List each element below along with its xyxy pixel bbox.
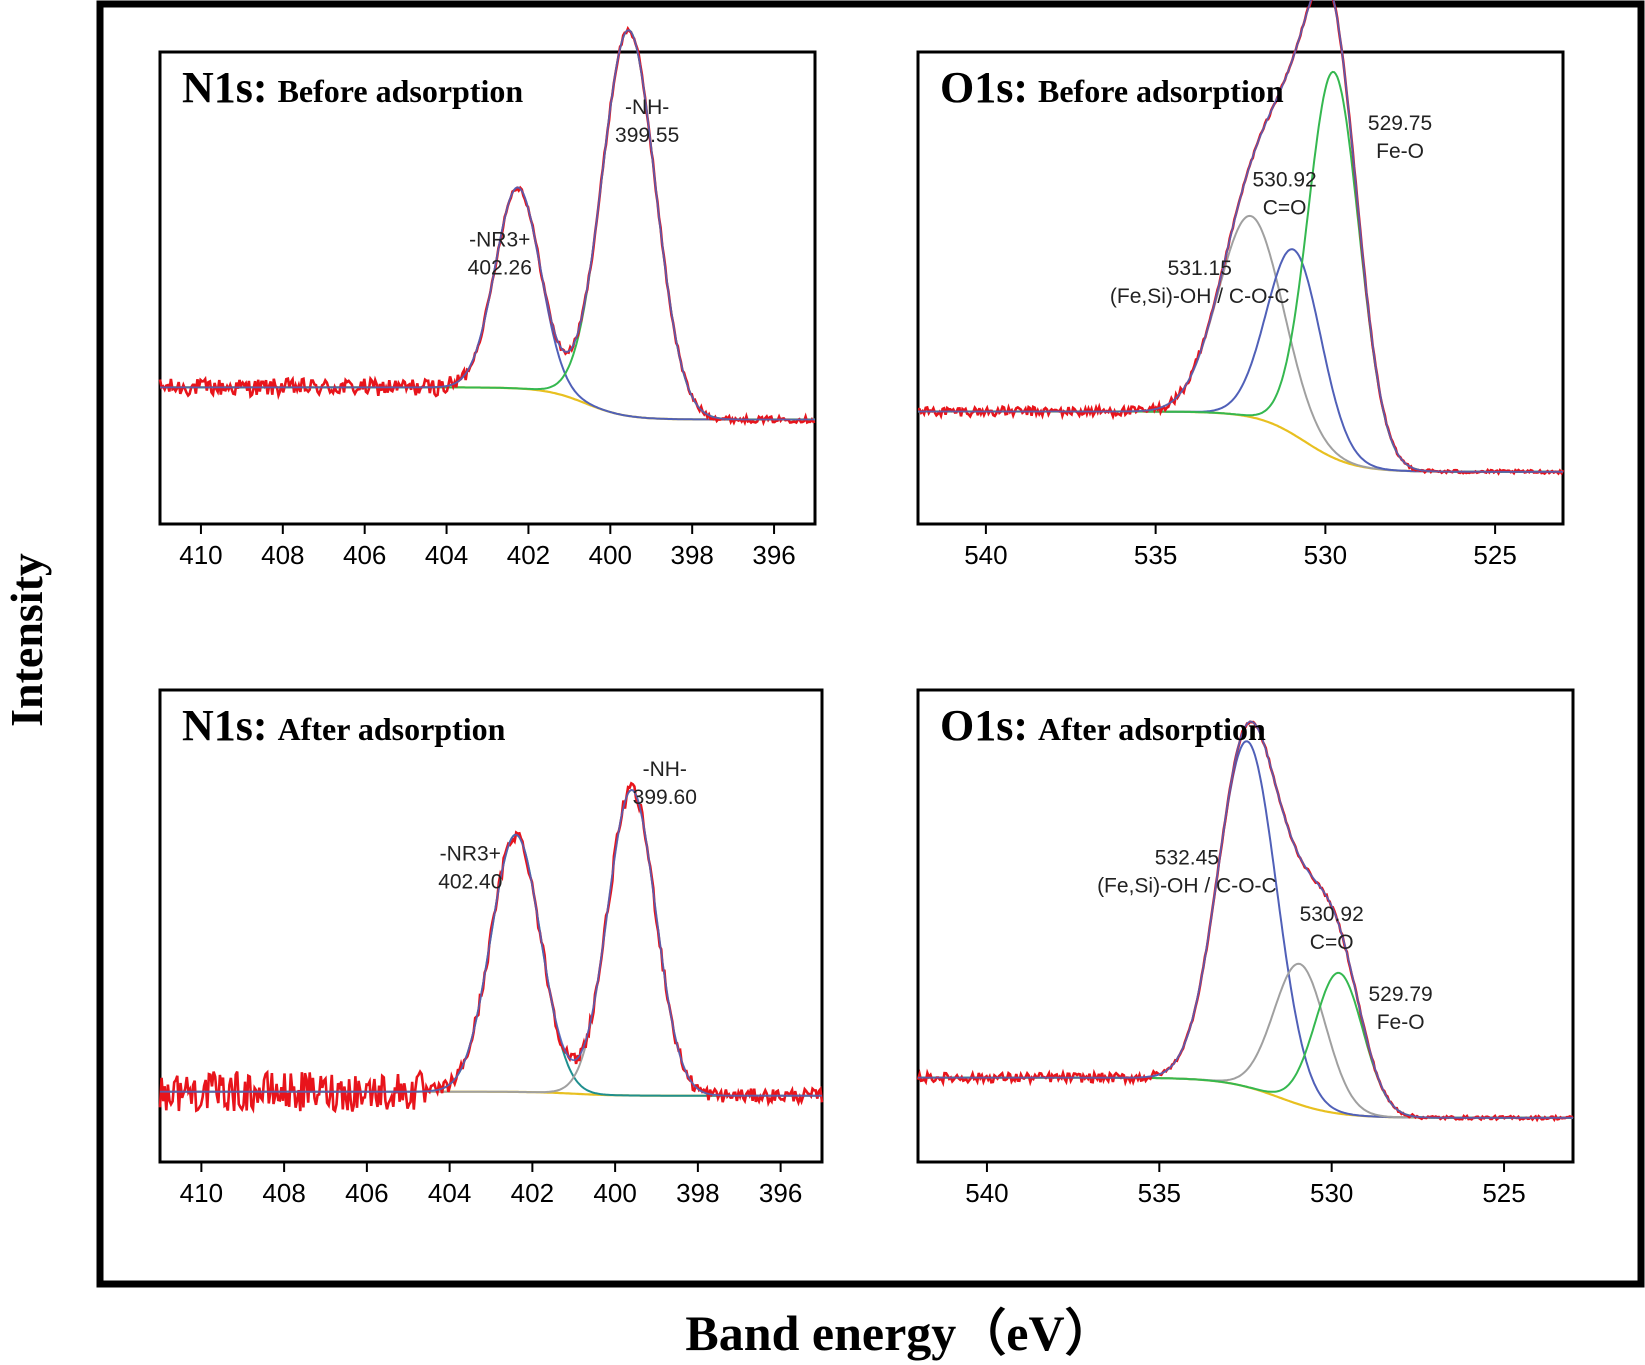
plot-frame xyxy=(916,50,1565,526)
peak-annotation: 532.45 (Fe,Si)-OH / C-O-C xyxy=(1097,847,1277,898)
panel-title-sub: After adsorption xyxy=(278,711,506,747)
x-axis-ticks: 540 535 530 525 xyxy=(965,1162,1526,1208)
panel-title-sub: Before adsorption xyxy=(1038,73,1284,109)
envelope-fit-line xyxy=(160,29,815,421)
peak-annotation-line: -NH- xyxy=(625,96,669,119)
peak-annotation: 529.75 Fe-O xyxy=(1368,112,1432,163)
peak-annotation-line: C=O xyxy=(1310,931,1354,954)
peak-annotation-line: 529.79 xyxy=(1369,983,1433,1006)
peak-annotation: -NR3+ 402.40 xyxy=(438,843,502,894)
peak-annotation-line: 402.40 xyxy=(438,871,502,894)
x-tick-label-535: 535 xyxy=(1134,540,1177,570)
panel-title: N1s: After adsorption xyxy=(182,701,506,750)
peak-annotation-line: Fe-O xyxy=(1377,1011,1425,1034)
x-tick-label-400: 400 xyxy=(589,540,632,570)
peak-annotation-line: 402.26 xyxy=(468,257,532,280)
peak-annotation-line: -NH- xyxy=(643,758,687,781)
outer-frame xyxy=(96,0,1645,1288)
peak-annotation: 529.79 Fe-O xyxy=(1369,983,1433,1034)
peak-annotation-line: 529.75 xyxy=(1368,112,1432,135)
panel-n1s-before: 410 408 406 404 402 400 398 396 N1s: Before adsor… xyxy=(158,25,817,570)
plot-frame xyxy=(916,688,1575,1164)
x-tick-label-410: 410 xyxy=(179,540,222,570)
envelope-fit-line xyxy=(160,789,822,1097)
panel-title: O1s: After adsorption xyxy=(940,701,1266,750)
peak-annotation-line: C=O xyxy=(1263,196,1307,219)
peak-annotation-line: Fe-O xyxy=(1376,140,1424,163)
x-axis-ticks: 540 535 530 525 xyxy=(964,524,1517,570)
x-tick-label-525: 525 xyxy=(1482,1178,1525,1208)
peak-annotation: -NH- 399.55 xyxy=(615,96,679,147)
x-tick-label-540: 540 xyxy=(964,540,1007,570)
x-tick-label-540: 540 xyxy=(965,1178,1008,1208)
panels-group: 410 408 406 404 402 400 398 396 N1s: Before adsor… xyxy=(158,0,1575,1208)
peak-annotation-line: 531.15 xyxy=(1168,257,1232,280)
panel-title-main: N1s: xyxy=(182,701,268,750)
peak-annotation-line: -NR3+ xyxy=(469,229,530,252)
x-tick-label-408: 408 xyxy=(262,1178,305,1208)
panel-title: O1s: Before adsorption xyxy=(940,63,1284,112)
x-tick-label-406: 406 xyxy=(343,540,386,570)
x-tick-label-404: 404 xyxy=(428,1178,471,1208)
x-tick-label-402: 402 xyxy=(511,1178,554,1208)
x-tick-label-408: 408 xyxy=(261,540,304,570)
x-tick-label-525: 525 xyxy=(1473,540,1516,570)
x-tick-label-535: 535 xyxy=(1138,1178,1181,1208)
panel-title-sub: After adsorption xyxy=(1038,711,1266,747)
x-tick-label-398: 398 xyxy=(676,1178,719,1208)
x-tick-label-398: 398 xyxy=(670,540,713,570)
x-tick-label-530: 530 xyxy=(1304,540,1347,570)
x-axis-label: Band energy（eV） xyxy=(685,1305,1114,1361)
x-tick-label-410: 410 xyxy=(180,1178,223,1208)
panel-n1s-after: 410 408 406 404 402 400 398 396 N1s: After adsorp… xyxy=(158,688,824,1208)
x-tick-label-402: 402 xyxy=(507,540,550,570)
peak-annotation-line: 530.92 xyxy=(1253,168,1317,191)
peak-annotation-line: 532.45 xyxy=(1155,847,1219,870)
peak-annotation: -NH- 399.60 xyxy=(633,758,697,809)
plot-frame xyxy=(158,50,817,526)
x-tick-label-400: 400 xyxy=(593,1178,636,1208)
x-tick-label-404: 404 xyxy=(425,540,468,570)
peak-annotation: 530.92 C=O xyxy=(1253,168,1317,219)
envelope-fit-line xyxy=(918,0,1563,473)
x-tick-label-396: 396 xyxy=(759,1178,802,1208)
peak-annotation-line: (Fe,Si)-OH / C-O-C xyxy=(1110,285,1290,308)
x-tick-label-406: 406 xyxy=(345,1178,388,1208)
panel-o1s-before: 540 535 530 525 O1s: Before adsorption 530.92 C… xyxy=(916,0,1565,570)
peak-annotation: 530.92 C=O xyxy=(1300,903,1364,954)
peak-annotation-line: (Fe,Si)-OH / C-O-C xyxy=(1097,875,1277,898)
panel-title-sub: Before adsorption xyxy=(278,73,524,109)
peak-annotation: -NR3+ 402.26 xyxy=(468,229,532,280)
panel-title-main: O1s: xyxy=(940,701,1028,750)
x-tick-label-530: 530 xyxy=(1310,1178,1353,1208)
envelope-fit-line xyxy=(918,720,1573,1119)
peak-annotation: 531.15 (Fe,Si)-OH / C-O-C xyxy=(1110,257,1290,308)
peak-annotation-line: -NR3+ xyxy=(440,843,501,866)
x-axis-ticks: 410 408 406 404 402 400 398 396 xyxy=(180,1162,802,1208)
x-axis-ticks: 410 408 406 404 402 400 398 396 xyxy=(179,524,796,570)
peak-annotation-line: 530.92 xyxy=(1300,903,1364,926)
panel-title-main: N1s: xyxy=(182,63,268,112)
peak-annotation-line: 399.55 xyxy=(615,124,679,147)
x-tick-label-396: 396 xyxy=(752,540,795,570)
y-axis-label: Intensity xyxy=(1,553,52,727)
panel-title: N1s: Before adsorption xyxy=(182,63,523,112)
panel-o1s-after: 540 535 530 525 O1s: After adsorption 532.45 (F… xyxy=(916,688,1575,1208)
peak-annotation-line: 399.60 xyxy=(633,786,697,809)
panel-title-main: O1s: xyxy=(940,63,1028,112)
